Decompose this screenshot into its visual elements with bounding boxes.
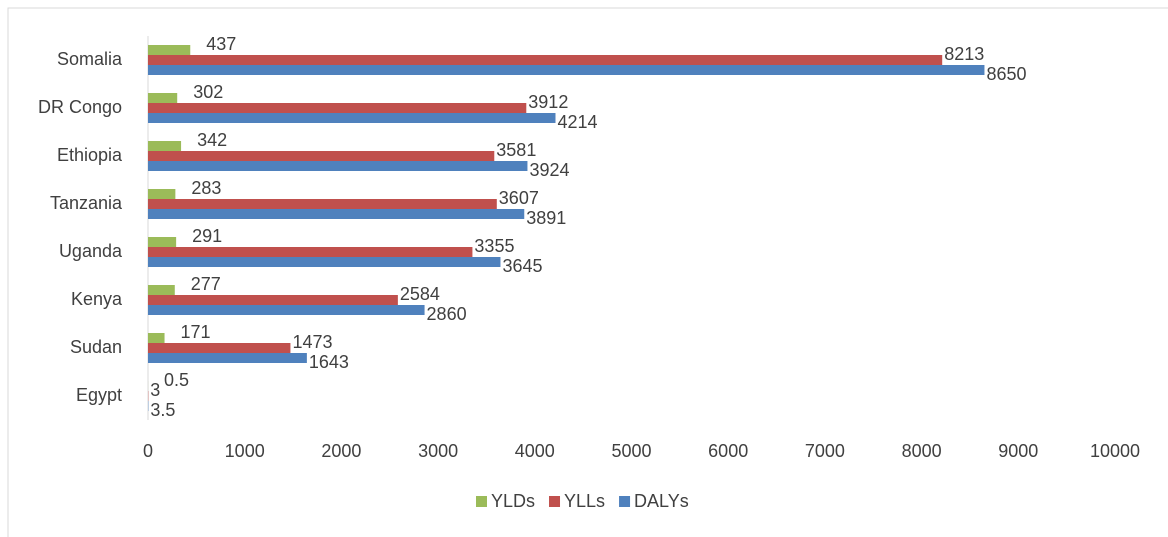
data-label: 8650 [986, 64, 1026, 84]
data-label: 3 [150, 380, 160, 400]
y-tick-label: Somalia [57, 49, 123, 69]
data-label: 8213 [944, 44, 984, 64]
data-label: 3924 [529, 160, 569, 180]
data-label: 342 [197, 130, 227, 150]
x-tick-label: 2000 [321, 441, 361, 461]
bar [148, 333, 165, 343]
legend-label: YLDs [491, 491, 535, 511]
x-tick-label: 1000 [225, 441, 265, 461]
y-tick-label: Ethiopia [57, 145, 123, 165]
data-label: 3355 [474, 236, 514, 256]
x-tick-label: 7000 [805, 441, 845, 461]
bar [148, 285, 175, 295]
y-tick-label: Sudan [70, 337, 122, 357]
data-label: 1473 [292, 332, 332, 352]
data-label: 302 [193, 82, 223, 102]
legend-swatch [549, 496, 561, 507]
data-label: 3607 [499, 188, 539, 208]
bar [148, 55, 943, 65]
bar [148, 103, 527, 113]
data-label: 2860 [427, 304, 467, 324]
data-label: 1643 [309, 352, 349, 372]
chart-border [7, 7, 1168, 537]
data-label: 171 [181, 322, 211, 342]
bar [148, 237, 177, 247]
data-label: 437 [206, 34, 236, 54]
data-label: 4214 [557, 112, 597, 132]
x-tick-label: 0 [143, 441, 153, 461]
x-tick-label: 5000 [611, 441, 651, 461]
x-tick-label: 4000 [515, 441, 555, 461]
bar [148, 45, 191, 55]
data-label: 3912 [528, 92, 568, 112]
data-label: 291 [192, 226, 222, 246]
data-label: 3891 [526, 208, 566, 228]
data-label: 3645 [502, 256, 542, 276]
bar [148, 209, 525, 219]
bar [148, 65, 985, 75]
x-tick-label: 3000 [418, 441, 458, 461]
x-tick-label: 8000 [902, 441, 942, 461]
y-tick-label: Uganda [59, 241, 123, 261]
y-tick-label: DR Congo [38, 97, 122, 117]
legend-label: DALYs [634, 491, 689, 511]
bar [148, 151, 495, 161]
bar [148, 295, 398, 305]
bar [148, 189, 176, 199]
bar [148, 141, 182, 151]
legend-swatch [476, 496, 487, 507]
data-label: 3581 [496, 140, 536, 160]
y-tick-label: Kenya [71, 289, 123, 309]
bar [148, 305, 425, 315]
data-label: 0.5 [164, 370, 189, 390]
legend-swatch [619, 496, 631, 507]
bar [148, 343, 291, 353]
bar [148, 199, 497, 209]
data-label: 277 [191, 274, 221, 294]
bar [148, 93, 178, 103]
y-tick-label: Egypt [76, 385, 122, 405]
bar [148, 247, 473, 257]
x-tick-label: 9000 [998, 441, 1038, 461]
data-label: 283 [191, 178, 221, 198]
bar [148, 161, 528, 171]
x-tick-label: 10000 [1090, 441, 1140, 461]
y-tick-label: Tanzania [50, 193, 123, 213]
data-label: 3.5 [150, 400, 175, 420]
x-tick-label: 6000 [708, 441, 748, 461]
legend-label: YLLs [564, 491, 605, 511]
bar [148, 353, 307, 363]
data-label: 2584 [400, 284, 440, 304]
bar [148, 113, 556, 123]
bar [148, 257, 501, 267]
